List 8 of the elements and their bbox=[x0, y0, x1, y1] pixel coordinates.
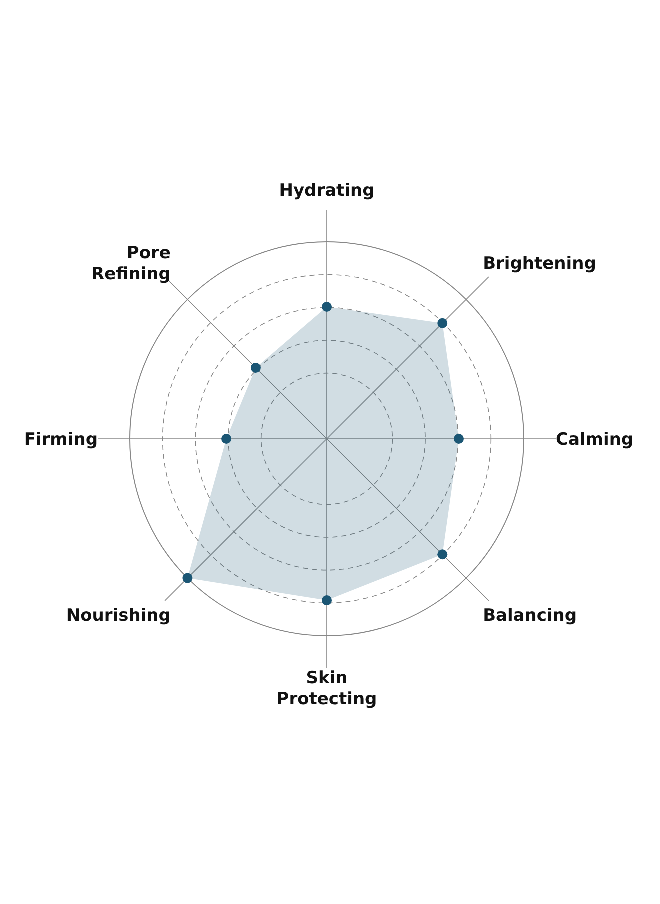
spoke-label: Calming bbox=[556, 430, 634, 450]
spoke-label: Skin Protecting bbox=[276, 668, 378, 710]
spoke-label: Firming bbox=[24, 430, 98, 450]
spoke-label: Balancing bbox=[483, 606, 578, 626]
spoke-label: Hydrating bbox=[279, 181, 375, 201]
spoke-label: Brightening bbox=[483, 254, 596, 274]
spoke-label: Pore Refining bbox=[92, 243, 171, 284]
spoke-label: Nourishing bbox=[66, 606, 171, 626]
